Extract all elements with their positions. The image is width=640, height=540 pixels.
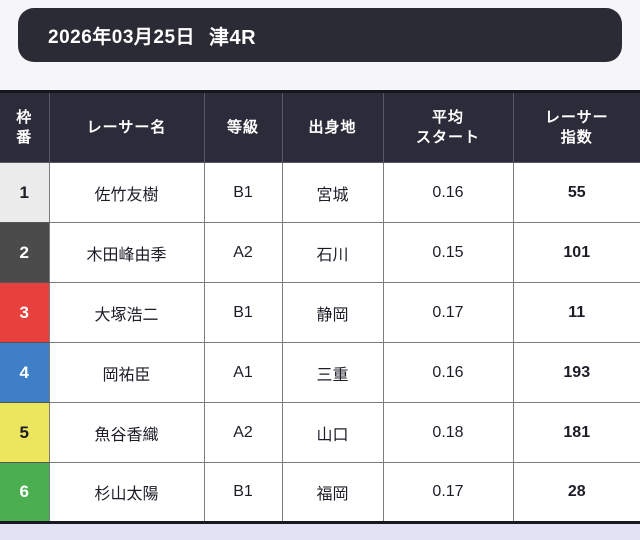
table-row: 4 岡祐臣 A1 三重 0.16 193 (0, 342, 640, 403)
racer-name-cell: 大塚浩二 (48, 282, 205, 343)
racer-index-cell: 55 (512, 162, 640, 223)
race-title: 津4R (209, 26, 257, 49)
grade-cell: B1 (203, 462, 283, 523)
column-header-index: レーサー 指数 (512, 91, 640, 163)
grade-cell: B1 (203, 282, 283, 343)
grade-cell: A2 (203, 222, 283, 283)
grade-cell: A1 (203, 342, 283, 403)
race-date: 2026年03月25日 (48, 26, 196, 48)
racer-index-cell: 193 (512, 342, 640, 403)
frame-number-cell: 1 (0, 162, 50, 223)
racer-index-cell: 11 (512, 282, 640, 343)
frame-number-cell: 6 (0, 462, 50, 523)
racer-name-cell: 魚谷香織 (48, 402, 205, 463)
column-header-origin: 出身地 (281, 91, 384, 163)
race-header-bar: 2026年03月25日 津4R (18, 8, 622, 62)
column-header-racer-name: レーサー名 (48, 91, 205, 163)
frame-number-cell: 4 (0, 342, 50, 403)
racer-table-header: 枠 番 レーサー名 等級 出身地 平均 スタート レーサー 指数 (0, 91, 640, 163)
racer-name-cell: 佐竹友樹 (48, 162, 205, 223)
origin-cell: 福岡 (281, 462, 384, 523)
grade-cell: B1 (203, 162, 283, 223)
avg-start-cell: 0.17 (382, 462, 514, 523)
origin-cell: 石川 (281, 222, 384, 283)
column-header-avg-start: 平均 スタート (382, 91, 514, 163)
frame-number-cell: 3 (0, 282, 50, 343)
racer-index-cell: 101 (512, 222, 640, 283)
avg-start-cell: 0.15 (382, 222, 514, 283)
column-header-grade: 等級 (203, 91, 283, 163)
table-row: 6 杉山太陽 B1 福岡 0.17 28 (0, 462, 640, 523)
avg-start-cell: 0.17 (382, 282, 514, 343)
table-row: 1 佐竹友樹 B1 宮城 0.16 55 (0, 162, 640, 223)
origin-cell: 静岡 (281, 282, 384, 343)
racer-index-cell: 181 (512, 402, 640, 463)
avg-start-cell: 0.16 (382, 342, 514, 403)
grade-cell: A2 (203, 402, 283, 463)
column-header-frame: 枠 番 (0, 91, 50, 163)
origin-cell: 宮城 (281, 162, 384, 223)
frame-number-cell: 5 (0, 402, 50, 463)
table-row: 2 木田峰由季 A2 石川 0.15 101 (0, 222, 640, 283)
racer-name-cell: 杉山太陽 (48, 462, 205, 523)
avg-start-cell: 0.16 (382, 162, 514, 223)
frame-number-cell: 2 (0, 222, 50, 283)
racer-name-cell: 岡祐臣 (48, 342, 205, 403)
avg-start-cell: 0.18 (382, 402, 514, 463)
racer-name-cell: 木田峰由季 (48, 222, 205, 283)
racer-table: 枠 番 レーサー名 等級 出身地 平均 スタート レーサー 指数 1 佐竹友樹 … (0, 90, 640, 524)
racer-index-cell: 28 (512, 462, 640, 523)
origin-cell: 山口 (281, 402, 384, 463)
table-row: 5 魚谷香織 A2 山口 0.18 181 (0, 402, 640, 463)
table-row: 3 大塚浩二 B1 静岡 0.17 11 (0, 282, 640, 343)
origin-cell: 三重 (281, 342, 384, 403)
racer-table-body: 1 佐竹友樹 B1 宮城 0.16 55 2 木田峰由季 A2 石川 0.15 … (0, 162, 640, 523)
